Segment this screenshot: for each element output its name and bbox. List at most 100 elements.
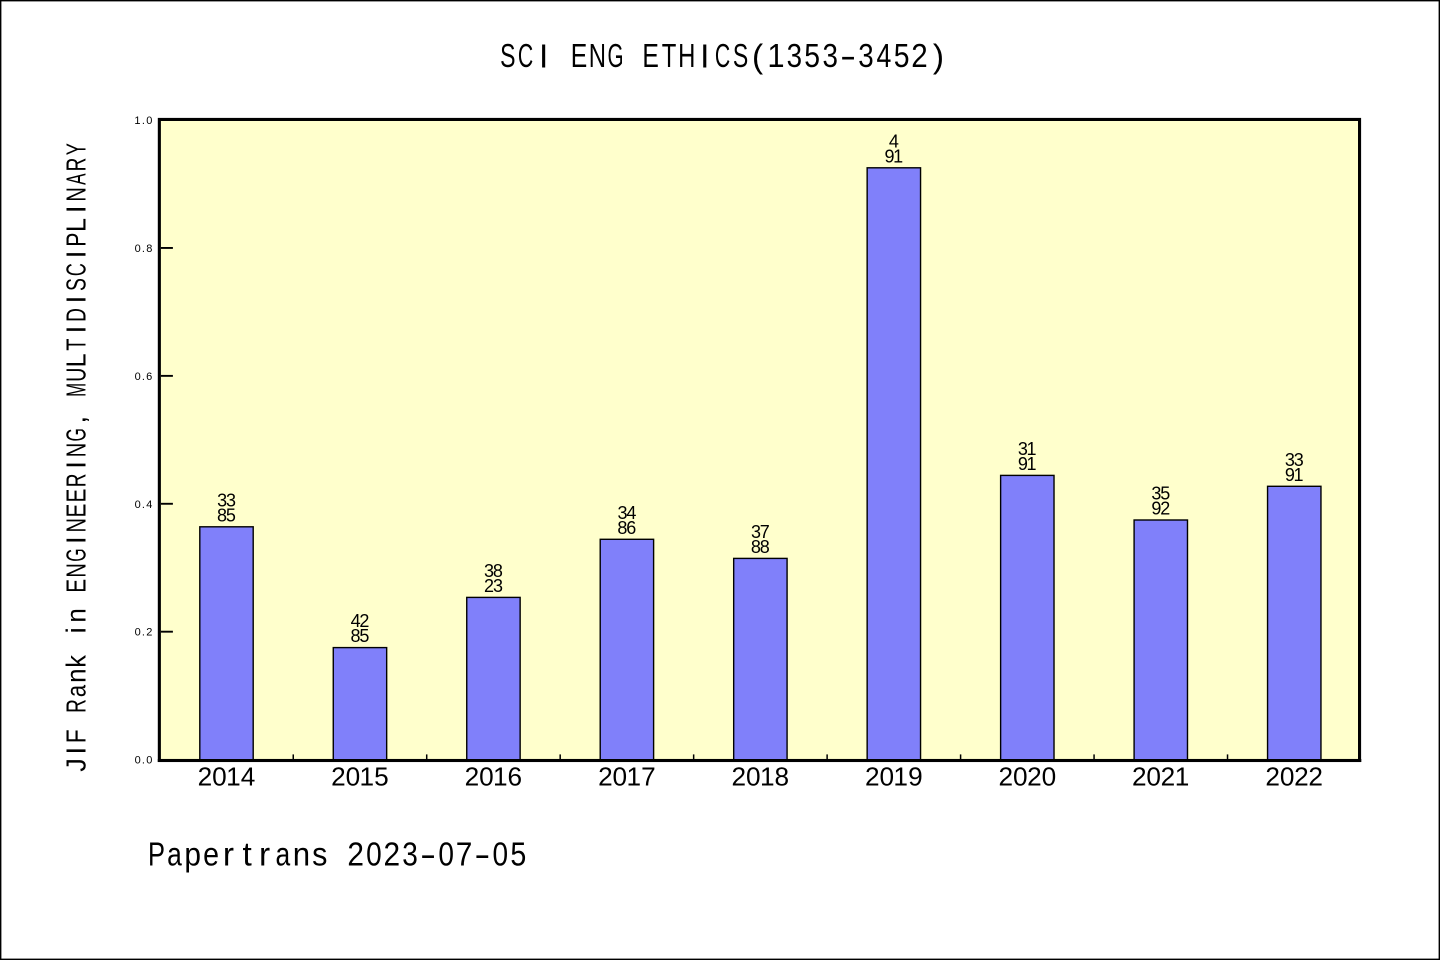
svg-text:I: I xyxy=(700,38,709,75)
svg-text:7: 7 xyxy=(456,835,473,873)
svg-text:-: - xyxy=(840,37,856,75)
svg-text:2: 2 xyxy=(1265,761,1280,791)
svg-text:1: 1 xyxy=(767,37,784,74)
svg-text:.: . xyxy=(142,499,145,511)
svg-text:6: 6 xyxy=(626,518,636,538)
svg-text:5: 5 xyxy=(894,37,910,75)
svg-text:1: 1 xyxy=(1027,454,1037,474)
svg-text:a: a xyxy=(167,837,182,874)
svg-text:I: I xyxy=(61,326,92,334)
svg-text:2: 2 xyxy=(331,761,346,791)
svg-text:3: 3 xyxy=(787,37,802,75)
svg-text:1: 1 xyxy=(493,761,508,791)
svg-text:2: 2 xyxy=(865,761,880,791)
svg-text:8: 8 xyxy=(350,626,360,646)
svg-text:I: I xyxy=(61,205,92,213)
svg-text:G: G xyxy=(60,548,91,561)
svg-text:I: I xyxy=(61,251,92,259)
svg-text:Y: Y xyxy=(61,143,92,155)
svg-text:1: 1 xyxy=(626,761,641,791)
svg-text:9: 9 xyxy=(1285,465,1295,485)
svg-text:3: 3 xyxy=(217,490,227,510)
svg-text:J: J xyxy=(60,758,91,772)
svg-text:2: 2 xyxy=(198,761,213,791)
svg-text:P: P xyxy=(148,836,165,873)
svg-text:I: I xyxy=(61,296,92,304)
svg-text:0: 0 xyxy=(493,835,509,873)
svg-text:4: 4 xyxy=(626,503,636,523)
svg-text:2: 2 xyxy=(465,761,480,791)
svg-text:0: 0 xyxy=(1042,761,1057,791)
svg-text:5: 5 xyxy=(374,761,389,791)
svg-text:D: D xyxy=(61,308,93,322)
svg-text:2: 2 xyxy=(1160,499,1170,519)
svg-text:F: F xyxy=(61,729,92,743)
svg-text:.: . xyxy=(142,115,145,127)
svg-text:a: a xyxy=(276,837,291,874)
svg-text:R: R xyxy=(61,474,93,488)
svg-text:S: S xyxy=(733,38,748,75)
svg-text:1: 1 xyxy=(226,761,241,791)
svg-text:n: n xyxy=(61,668,92,682)
svg-text:I: I xyxy=(61,536,92,544)
svg-text:4: 4 xyxy=(351,611,361,631)
svg-text:3: 3 xyxy=(402,835,418,873)
svg-text:2: 2 xyxy=(383,835,400,873)
svg-text:4: 4 xyxy=(241,761,256,791)
svg-text:0: 0 xyxy=(879,761,894,791)
svg-text:0: 0 xyxy=(346,761,361,791)
svg-text:3: 3 xyxy=(1151,484,1161,504)
svg-text:0: 0 xyxy=(1280,761,1295,791)
svg-text:I: I xyxy=(61,747,92,755)
svg-text:(: ( xyxy=(752,38,763,75)
svg-text:8: 8 xyxy=(760,537,770,557)
svg-text:k: k xyxy=(60,654,91,667)
svg-text:p: p xyxy=(184,835,201,873)
svg-text:0: 0 xyxy=(146,115,152,127)
svg-text:n: n xyxy=(293,835,310,872)
svg-text:P: P xyxy=(62,233,92,247)
svg-text:S: S xyxy=(61,278,92,291)
svg-text:a: a xyxy=(61,685,92,697)
svg-text:7: 7 xyxy=(760,522,770,542)
svg-text:4: 4 xyxy=(876,39,891,75)
svg-text:e: e xyxy=(203,835,219,873)
svg-text:2: 2 xyxy=(347,835,364,873)
svg-text:0: 0 xyxy=(479,761,494,791)
svg-text:N: N xyxy=(61,563,92,577)
svg-text:0: 0 xyxy=(135,243,141,255)
svg-text:0: 0 xyxy=(746,761,761,791)
svg-text:N: N xyxy=(61,443,92,457)
svg-text:1: 1 xyxy=(760,761,775,791)
svg-text:0: 0 xyxy=(438,835,454,873)
svg-text:8: 8 xyxy=(146,243,152,255)
svg-text:S: S xyxy=(500,38,515,75)
svg-text:1: 1 xyxy=(893,761,908,791)
svg-text:1: 1 xyxy=(360,761,375,791)
svg-text:2: 2 xyxy=(484,576,494,596)
svg-text:T: T xyxy=(662,38,677,75)
svg-text:): ) xyxy=(933,38,944,75)
svg-text:2: 2 xyxy=(359,611,369,631)
svg-text:2: 2 xyxy=(1132,761,1147,791)
svg-text:1: 1 xyxy=(1027,439,1037,459)
svg-text:.: . xyxy=(142,755,145,767)
svg-text:0: 0 xyxy=(1146,761,1161,791)
svg-text:L: L xyxy=(60,218,91,232)
svg-text:3: 3 xyxy=(1018,439,1028,459)
svg-text:2: 2 xyxy=(1308,761,1323,791)
svg-text:9: 9 xyxy=(908,761,923,791)
svg-text:2: 2 xyxy=(911,37,927,75)
svg-text:2: 2 xyxy=(1027,761,1042,791)
svg-text:-: - xyxy=(420,835,436,873)
svg-text:2: 2 xyxy=(146,627,152,639)
svg-text:s: s xyxy=(312,835,327,873)
svg-text:0: 0 xyxy=(135,627,141,639)
svg-text:5: 5 xyxy=(510,835,526,873)
svg-text:I: I xyxy=(539,38,548,75)
svg-text:i: i xyxy=(61,627,92,633)
svg-text:N: N xyxy=(61,518,92,532)
svg-text:L: L xyxy=(60,353,91,367)
svg-text:C: C xyxy=(715,37,730,74)
svg-text:t: t xyxy=(242,836,252,873)
